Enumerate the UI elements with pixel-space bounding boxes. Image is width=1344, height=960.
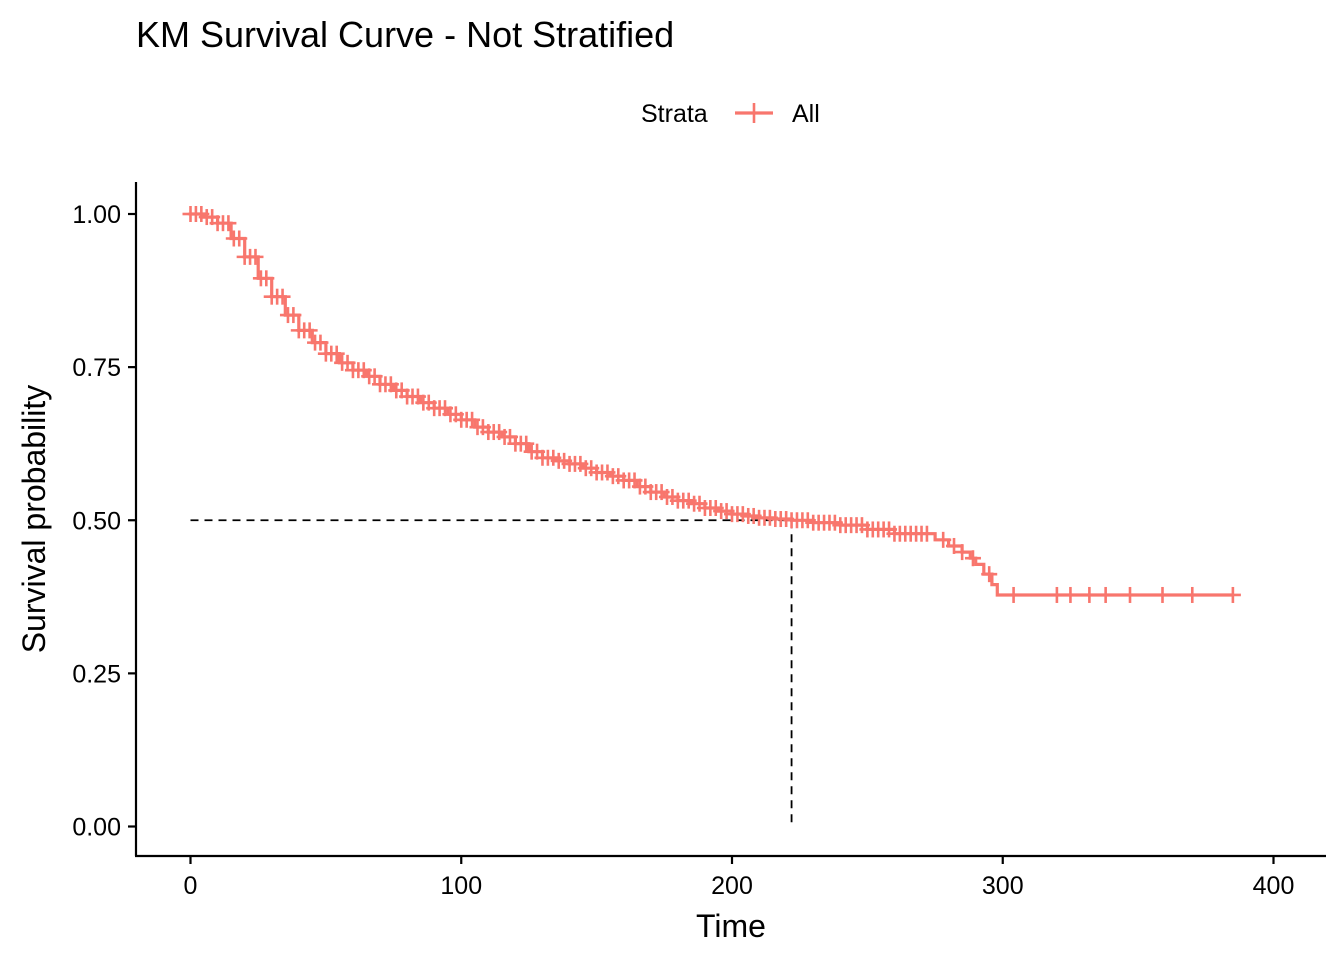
y-tick-label: 0.50 [72,507,121,535]
censor-mark [918,525,935,542]
censor-mark [301,322,318,339]
legend-label-all: All [792,100,820,128]
censor-mark [1081,586,1098,603]
censor-mark [258,270,275,287]
censor-mark [981,566,998,583]
censor-mark [312,334,329,351]
legend-title: Strata [641,100,708,128]
plot-area [182,206,1241,827]
censor-mark [1184,586,1201,603]
censor-mark [247,248,264,265]
censor-mark [1048,586,1065,603]
x-axis-ticks: 0 100 200 300 400 [184,856,1295,900]
legend-key-all [735,103,773,123]
censor-mark [935,531,952,548]
censor-mark [1062,586,1079,603]
chart-title: KM Survival Curve - Not Stratified [136,14,674,55]
censor-mark [220,215,237,232]
censor-mark [1097,586,1114,603]
censor-mark [328,345,345,362]
y-tick-label: 0.25 [72,660,121,688]
censor-mark [1154,586,1171,603]
x-tick-label: 100 [440,872,482,900]
legend: Strata All [641,100,820,128]
censor-mark [1122,586,1139,603]
y-axis-title: Survival probability [16,385,52,654]
x-tick-label: 0 [184,872,198,900]
censor-mark [964,550,981,567]
censor-mark [285,307,302,324]
censor-mark [954,544,971,561]
censor-mark [231,230,248,247]
x-axis-title: Time [696,908,766,944]
x-tick-label: 200 [711,872,753,900]
censor-mark [1005,586,1022,603]
censor-mark [1224,586,1241,603]
y-axis-ticks: 0.00 0.25 0.50 0.75 1.00 [72,201,136,842]
x-tick-label: 300 [982,872,1024,900]
censor-mark [946,537,963,554]
censor-mark [274,288,291,305]
survival-curve-all [190,212,1233,597]
y-tick-label: 0.00 [72,814,121,842]
y-tick-label: 1.00 [72,201,121,229]
y-tick-label: 0.75 [72,354,121,382]
censor-marks [182,206,1241,603]
x-tick-label: 400 [1253,872,1295,900]
